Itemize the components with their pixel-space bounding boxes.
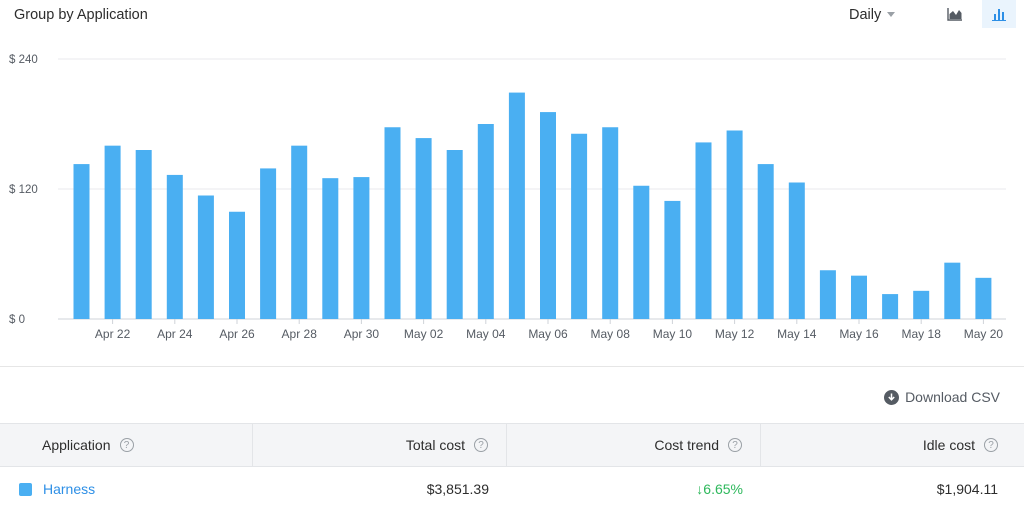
chart-bar [353, 177, 370, 319]
table-header: Application? Total cost? Cost trend? Idl… [0, 423, 1024, 467]
download-icon [884, 389, 900, 405]
bar-chart-icon [992, 8, 1006, 21]
application-link[interactable]: Harness [43, 481, 96, 497]
chart-bar [602, 127, 619, 319]
chart-bar [540, 112, 556, 319]
cost-trend-cell: ↓6.65% [696, 481, 743, 497]
x-tick-label: May 10 [653, 327, 693, 341]
chart-bar [260, 168, 277, 319]
x-tick-label: Apr 28 [282, 327, 318, 341]
y-tick-label: $ 240 [9, 54, 38, 66]
chart-bar [73, 164, 90, 319]
chart-bar [477, 124, 494, 319]
download-label: Download CSV [905, 389, 1000, 405]
x-tick-label: May 04 [466, 327, 506, 341]
chart-bar [415, 138, 432, 319]
chart-bar [851, 275, 867, 319]
x-tick-label: May 08 [591, 327, 631, 341]
chart-bar [104, 145, 121, 319]
chart-bar [633, 185, 650, 319]
area-chart-icon [947, 8, 962, 21]
period-value: Daily [849, 7, 882, 23]
chart-bar [944, 262, 961, 319]
area-chart-toggle[interactable] [938, 0, 972, 28]
column-header-idle-cost[interactable]: Idle cost? [761, 424, 1024, 466]
x-tick-label: May 12 [715, 327, 755, 341]
x-tick-label: May 14 [777, 327, 817, 341]
chart-bar [757, 164, 774, 319]
bar-chart: $ 240 $ 120 $ 0 Apr 22 Apr 24 Apr 26 Apr 28 Apr… [9, 54, 1006, 341]
download-csv-button[interactable]: Download CSV [884, 389, 1000, 405]
x-tick-label: May 06 [528, 327, 568, 341]
series-color-swatch [19, 482, 32, 496]
chart-bar [197, 195, 214, 319]
chart-header: Group by Application Daily [0, 0, 1024, 34]
period-dropdown[interactable]: Daily [849, 7, 896, 23]
help-icon[interactable]: ? [728, 438, 742, 452]
column-header-application[interactable]: Application? [0, 424, 253, 466]
chart-bar [166, 174, 183, 319]
x-tick-label: Apr 24 [157, 327, 193, 341]
y-tick-label: $ 120 [9, 184, 38, 196]
cost-table: Application? Total cost? Cost trend? Idl… [0, 423, 1024, 511]
chart-bar [975, 277, 992, 319]
chart-bar [571, 133, 588, 319]
total-cost-cell: $3,851.39 [426, 481, 489, 497]
column-header-cost-trend[interactable]: Cost trend? [507, 424, 761, 466]
x-tick-label: Apr 26 [219, 327, 255, 341]
chart-bar [664, 200, 681, 319]
x-tick-label: Apr 30 [344, 327, 380, 341]
chart-bar [229, 211, 245, 319]
x-tick-label: May 20 [964, 327, 1004, 341]
bar-chart-toggle[interactable] [982, 0, 1016, 28]
help-icon[interactable]: ? [984, 438, 998, 452]
column-header-total-cost[interactable]: Total cost? [253, 424, 507, 466]
section-divider [0, 366, 1024, 367]
chart-bar [695, 142, 712, 319]
chart-bar [882, 294, 899, 319]
x-tick-label: May 18 [902, 327, 942, 341]
help-icon[interactable]: ? [119, 438, 134, 452]
chart-bar [135, 150, 152, 319]
chart-bar [788, 182, 805, 319]
idle-cost-cell: $1,904.11 [936, 481, 998, 497]
y-tick-label: $ 0 [9, 314, 25, 326]
x-tick-label: May 16 [839, 327, 879, 341]
chart-bar [291, 145, 308, 319]
chart-bar [322, 178, 339, 319]
chart-bar [819, 270, 836, 319]
application-cell: Harness [0, 481, 253, 497]
help-icon[interactable]: ? [474, 438, 488, 452]
panel-title: Group by Application [14, 7, 148, 23]
cost-chart: $ 240 $ 120 $ 0 Apr 22 Apr 24 Apr 26 Apr 28 Apr… [0, 40, 1024, 345]
chart-bar [508, 92, 525, 319]
chart-bar [384, 127, 401, 319]
x-tick-label: Apr 22 [95, 327, 131, 341]
chart-bar [726, 130, 743, 319]
caret-down-icon [887, 12, 896, 17]
chart-bar [446, 150, 463, 319]
x-tick-label: May 02 [404, 327, 444, 341]
table-row[interactable]: Harness $3,851.39 ↓6.65% $1,904.11 [0, 467, 1024, 511]
chart-bar [913, 290, 930, 319]
